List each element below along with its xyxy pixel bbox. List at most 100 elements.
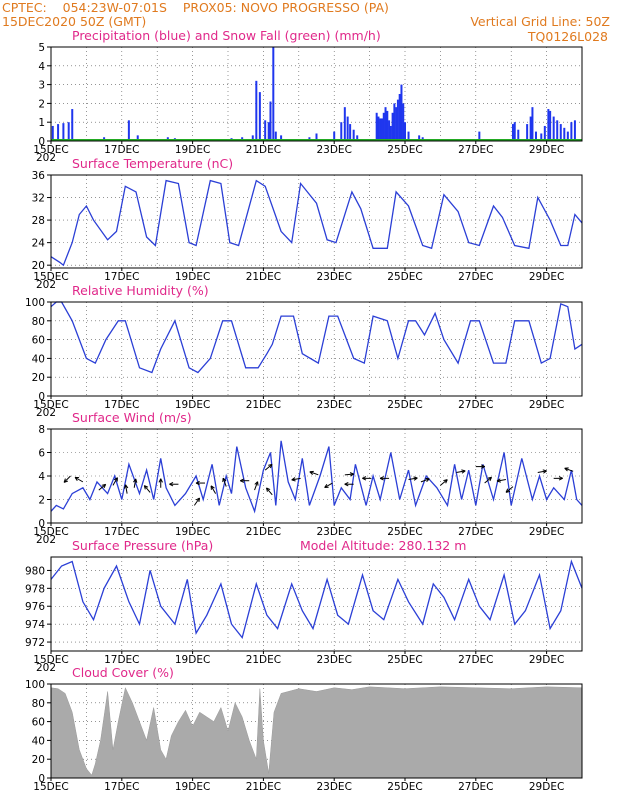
wind-frame [50,428,583,524]
temp-xtick-label: 15DEC [33,271,68,283]
wind-arrow [266,487,273,496]
wind-arrow-head [425,477,430,483]
precip-bar [540,133,543,141]
precip-bar [356,135,359,141]
pressure-ytick-label: 974 [25,619,45,631]
precip-bar [563,127,566,141]
wind-arrow-head [158,478,163,483]
precip-bar [382,112,385,141]
wind-arrow [324,482,333,488]
wind-arrow [254,481,259,491]
temp-xtick-label: 23DEC [316,271,351,283]
wind-arrow [74,476,84,483]
precip-bar [333,131,336,141]
pressure-xtick-label: 15DEC [33,654,68,666]
wind-arrow-head [113,477,118,482]
precip-bar [389,125,392,141]
precip-frame [50,46,583,142]
pressure-frame [50,556,583,652]
temp-ytick-label: 32 [32,193,45,205]
cloud-xtick-label: 17DEC [104,781,139,793]
wind-xtick-label: 23DEC [316,526,351,538]
precip-xtick-label: 15DEC [33,144,68,156]
pressure-xtick-label: 29DEC [529,654,564,666]
rh-ytick-label: 0 [38,391,45,403]
precip-bar [379,118,382,141]
precip-ytick-label: 4 [38,61,45,73]
pressure-ytick-label: 976 [25,601,45,613]
rh-xtick-label: 15DEC [33,399,68,411]
wind-arrow [143,485,151,493]
wind-curve [50,440,583,514]
wind-arrow-head [195,480,200,486]
precip-xtick-label: 23DEC [316,144,351,156]
precip-bar [478,131,481,141]
wind-arrow [505,486,514,493]
rh-xtick-label: 19DEC [175,399,210,411]
wind-arrow-head [169,482,174,487]
precip-bar [534,131,537,141]
precip-bar [531,107,534,141]
precip-xtick-label: 29DEC [529,144,564,156]
wind-arrow-head [487,476,493,482]
wind-arrow-head [254,481,259,486]
wind-arrow-head [133,478,138,483]
wind-arrow [440,479,448,486]
rh-ytick-label: 60 [32,335,45,347]
pressure-curve [50,559,583,640]
wind-arrow-head [362,476,367,481]
precip-bar [269,101,272,141]
precip-xtick-label: 19DEC [175,144,210,156]
temp-curve [50,179,583,267]
precip-bar [570,122,573,141]
precip-bar [255,80,258,141]
wind-arrow [125,484,128,494]
wind-arrow-head [558,476,563,481]
wind-xtick-label: 17DEC [104,526,139,538]
wind-arrow-head [324,483,329,489]
precip-ytick-label: 2 [38,98,45,110]
precip-bar [395,107,398,141]
cloud-xtick-label: 25DEC [387,781,422,793]
cloud-xtick-label: 29DEC [529,781,564,793]
temp-title: Surface Temperature (nC) [72,156,233,171]
precip-bar [127,120,130,141]
pressure-title: Surface Pressure (hPa) [72,538,213,553]
wind-arrow-head [564,467,569,472]
wind-arrow-head [413,476,418,481]
wind-arrow-head [542,469,547,474]
precip-panel: Precipitation (blue) and Snow Fall (gree… [33,28,583,164]
precip-xtick-label: 27DEC [458,144,493,156]
wind-arrow-head [379,476,384,481]
precip-ytick-label: 3 [38,80,45,92]
rh-curve [50,301,583,374]
wind-ytick-label: 0 [38,518,45,530]
precip-bar [57,124,60,141]
pressure-xtick-label: 25DEC [387,654,422,666]
wind-ytick-label: 4 [38,471,45,483]
wind-arrow-head [344,482,349,487]
precip-bar [267,122,270,141]
wind-xtick-label: 21DEC [246,526,281,538]
wind-panel: Surface Wind (m/s) 0 2 4 6 8 15DEC 17DEC 19DEC 21… [33,410,583,546]
wind-arrow-head [268,463,273,469]
precip-bar [51,125,54,141]
precip-bar [264,120,267,141]
precip-bar [566,131,569,141]
wind-arrow [344,473,354,476]
precip-title: Precipitation (blue) and Snow Fall (gree… [72,28,381,43]
precip-bar [398,94,401,141]
precip-xtick-label: 17DEC [104,144,139,156]
precip-bar [343,107,346,141]
cloud-ytick-label: 60 [32,717,45,729]
wind-xtick-label: 25DEC [387,526,422,538]
wind-arrow-head [143,485,149,490]
precip-bar [274,131,277,141]
precip-bar [552,116,555,141]
wind-arrow [484,476,492,484]
precip-bar [559,124,562,141]
cloud-frame [50,683,583,779]
wind-ytick-label: 6 [38,448,45,460]
precip-bar [315,133,318,141]
temp-xtick-label: 19DEC [175,271,210,283]
